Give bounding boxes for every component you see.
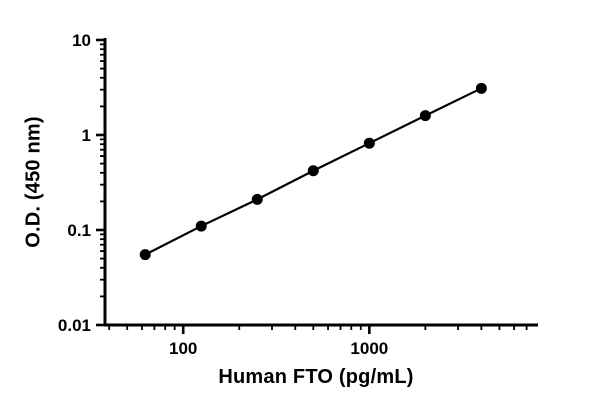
data-point (139, 249, 151, 261)
data-point (307, 165, 319, 177)
y-tick-label: 10 (72, 31, 91, 50)
x-tick-label: 100 (169, 339, 197, 358)
data-point (195, 220, 207, 232)
x-tick-label: 1000 (350, 339, 388, 358)
data-point (251, 193, 263, 205)
y-tick-label: 0.1 (67, 221, 91, 240)
data-point (363, 137, 375, 149)
y-tick-label: 0.01 (58, 316, 91, 335)
y-tick-label: 1 (82, 126, 91, 145)
x-axis-title: Human FTO (pg/mL) (218, 366, 414, 388)
data-point (475, 82, 487, 94)
data-point (419, 110, 431, 122)
y-axis-title: O.D. (450 nm) (22, 116, 45, 248)
